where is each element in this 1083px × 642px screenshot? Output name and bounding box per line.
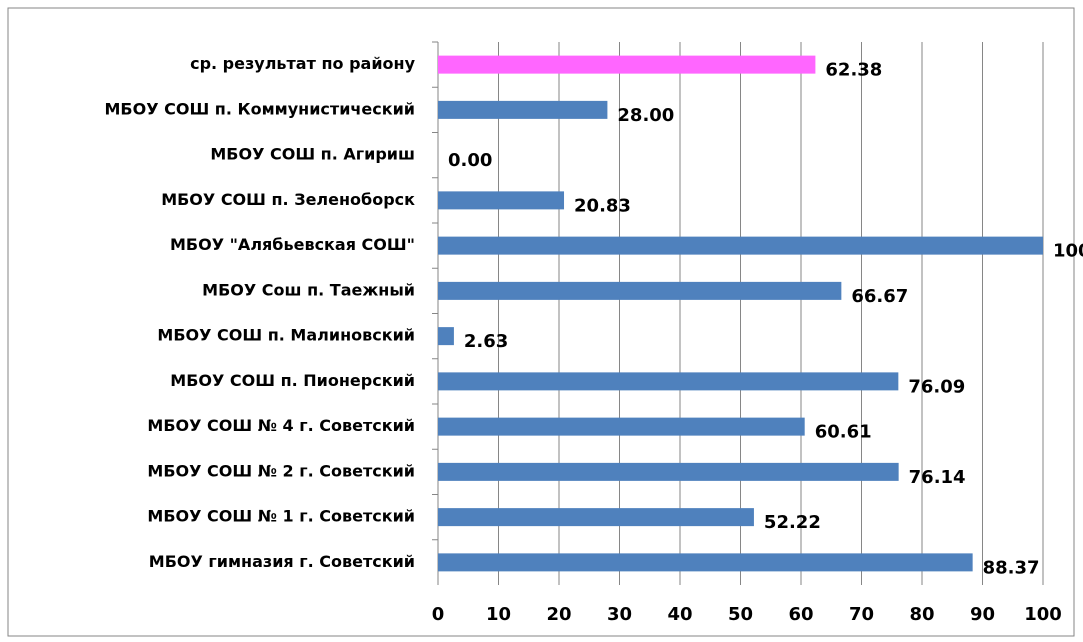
value-label: 60.61	[815, 422, 872, 443]
bar	[438, 327, 454, 346]
bar	[438, 553, 973, 572]
y-tick-label: МБОУ "Алябьевская СОШ"	[170, 235, 415, 254]
bar	[438, 281, 842, 300]
value-label: 76.14	[909, 467, 966, 488]
y-tick-label: ср. результат по району	[190, 54, 415, 73]
x-tick-label: 80	[909, 604, 934, 625]
y-tick-label: МБОУ гимназия г. Советский	[149, 552, 415, 571]
bar	[438, 55, 816, 74]
x-tick-label: 10	[486, 604, 511, 625]
value-label: 66.67	[851, 286, 908, 307]
bar	[438, 100, 608, 119]
y-tick-label: МБОУ СОШ п. Малиновский	[157, 326, 415, 345]
y-tick-label: МБОУ СОШ № 2 г. Советский	[147, 461, 415, 480]
x-tick-label: 50	[728, 604, 753, 625]
y-tick-label: МБОУ СОШ № 4 г. Советский	[147, 416, 415, 435]
bar	[438, 417, 805, 436]
x-tick-label: 70	[849, 604, 874, 625]
y-tick-label: МБОУ СОШ п. Коммунистический	[105, 99, 416, 118]
value-label: 62.38	[825, 60, 882, 81]
value-label: 0.00	[448, 150, 492, 171]
y-tick-label: МБОУ СОШ п. Зеленоборск	[161, 190, 415, 209]
x-tick-label: 90	[970, 604, 995, 625]
value-label: 100.00	[1053, 241, 1083, 262]
bar	[438, 191, 565, 210]
x-tick-label: 60	[788, 604, 813, 625]
y-tick-label: МБОУ СОШ № 1 г. Советский	[147, 507, 415, 526]
bar	[438, 236, 1043, 255]
x-tick-label: 100	[1024, 604, 1062, 625]
bar	[438, 462, 899, 481]
value-label: 76.09	[908, 376, 965, 397]
x-tick-label: 20	[546, 604, 571, 625]
y-tick-label: МБОУ СОШ п. Пионерский	[170, 371, 415, 390]
value-label: 20.83	[574, 195, 631, 216]
y-tick-label: МБОУ СОШ п. Агириш	[210, 145, 415, 164]
value-label: 52.22	[764, 512, 821, 533]
value-label: 2.63	[464, 331, 508, 352]
x-tick-label: 40	[667, 604, 692, 625]
bar	[438, 372, 899, 391]
x-tick-label: 0	[432, 604, 445, 625]
x-tick-label: 30	[607, 604, 632, 625]
y-tick-label: МБОУ Сош п. Таежный	[202, 280, 415, 299]
value-label: 28.00	[617, 105, 674, 126]
bar	[438, 508, 754, 527]
value-label: 88.37	[983, 557, 1040, 578]
